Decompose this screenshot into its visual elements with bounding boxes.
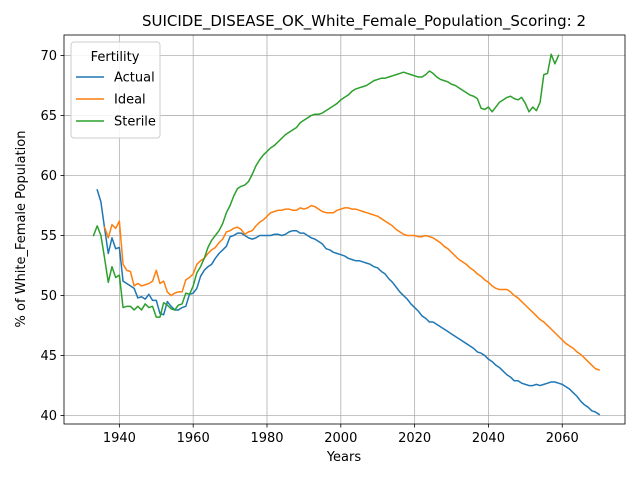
legend-box bbox=[70, 41, 161, 139]
x-tick-label: 2000 bbox=[324, 431, 357, 446]
legend-label-sterile: Sterile bbox=[114, 115, 156, 130]
grid bbox=[64, 35, 625, 424]
chart-title: SUICIDE_DISEASE_OK_White_Female_Populati… bbox=[142, 12, 586, 31]
series-lines bbox=[92, 53, 601, 416]
x-tick-label: 2060 bbox=[546, 431, 579, 446]
legend-label-actual: Actual bbox=[114, 71, 155, 86]
x-tick-label: 2020 bbox=[398, 431, 431, 446]
legend-items: Actual Ideal Sterile bbox=[76, 71, 156, 130]
series-line-ideal bbox=[103, 204, 601, 371]
y-tick-label: 60 bbox=[40, 169, 57, 184]
series-line-sterile bbox=[92, 53, 560, 318]
legend-title: Fertility bbox=[91, 50, 140, 65]
legend: Fertility Actual Ideal Sterile bbox=[70, 41, 161, 139]
x-tick-label: 1980 bbox=[250, 431, 283, 446]
x-axis-label: Years bbox=[326, 450, 362, 465]
y-tick-label: 55 bbox=[40, 229, 57, 244]
y-tick-label: 50 bbox=[40, 289, 57, 304]
x-tick-label: 1960 bbox=[177, 431, 210, 446]
y-tick-label: 40 bbox=[40, 409, 57, 424]
y-tick-label: 70 bbox=[40, 49, 57, 64]
y-tick-label: 45 bbox=[40, 349, 57, 364]
series-line-actual bbox=[96, 188, 601, 416]
plot-frame bbox=[63, 34, 626, 425]
legend-label-ideal: Ideal bbox=[114, 93, 146, 108]
y-axis-label: % of White_Female Population bbox=[14, 131, 29, 328]
x-tick-label: 2040 bbox=[472, 431, 505, 446]
y-tick-label: 65 bbox=[40, 109, 57, 124]
axis-ticks: 1940 1960 1980 2000 2020 2040 2060 40 45 50 55 60 65… bbox=[40, 49, 578, 446]
x-tick-label: 1940 bbox=[103, 431, 136, 446]
